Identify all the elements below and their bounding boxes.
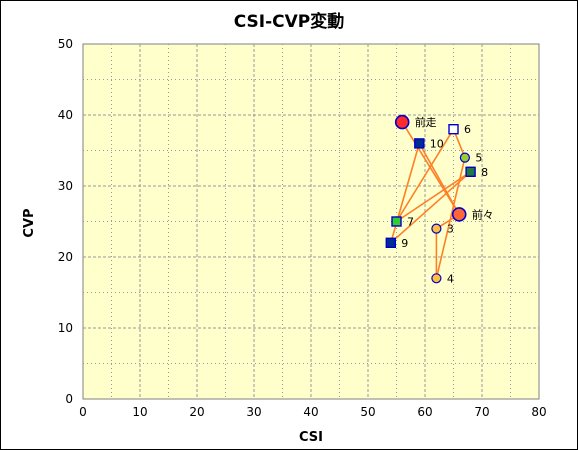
x-tick-label: 20 — [189, 405, 204, 419]
connection-line — [396, 171, 472, 223]
x-tick-label: 0 — [79, 405, 87, 419]
y-tick-label: 10 — [58, 321, 73, 335]
tick-labels: 0 10 20 30 40 50 60 70 80 0 10 20 30 40 50 — [58, 37, 547, 419]
connection-line — [435, 157, 466, 279]
point-marker — [451, 207, 467, 222]
y-axis-label: CVP — [22, 208, 37, 237]
x-tick-label: 60 — [417, 405, 432, 419]
grid-lines — [83, 44, 539, 399]
connection-line — [418, 143, 460, 215]
x-axis-label: CSI — [299, 430, 323, 445]
point-label: 3 — [447, 223, 454, 236]
point-marker — [448, 123, 459, 135]
x-tick-label: 80 — [531, 405, 546, 419]
point-labels: 前走 6 10 58 前々 7 3 9 4 — [401, 115, 493, 285]
y-tick-label: 20 — [58, 250, 73, 264]
point-label: 10 — [430, 137, 444, 150]
chart-title: CSI-CVP変動 — [234, 11, 345, 32]
point-marker — [391, 216, 402, 227]
connection-line — [395, 128, 455, 222]
point-label: 7 — [407, 216, 414, 229]
x-tick-label: 40 — [303, 405, 318, 419]
connection-lines — [390, 121, 472, 279]
data-markers — [385, 114, 476, 284]
point-label: 6 — [464, 123, 471, 136]
x-tick-label: 70 — [474, 405, 489, 419]
connection-line — [390, 171, 472, 244]
point-marker — [394, 114, 410, 130]
point-label: 9 — [401, 237, 408, 250]
point-marker — [431, 223, 442, 234]
point-marker — [414, 138, 425, 149]
y-tick-label: 0 — [65, 392, 73, 406]
y-tick-label: 40 — [58, 108, 73, 122]
point-marker — [385, 237, 396, 249]
point-label: 4 — [447, 272, 454, 285]
point-label: 前走 — [415, 115, 437, 129]
x-tick-label: 50 — [360, 405, 375, 419]
point-marker — [465, 166, 476, 178]
y-tick-label: 30 — [58, 179, 73, 193]
point-label: 8 — [481, 166, 488, 179]
point-label: 5 — [475, 152, 482, 165]
point-marker — [431, 273, 442, 284]
point-marker — [459, 152, 470, 163]
point-label: 前々 — [472, 207, 494, 221]
x-tick-label: 30 — [246, 405, 261, 419]
x-tick-label: 10 — [132, 405, 147, 419]
y-tick-label: 50 — [58, 37, 73, 51]
